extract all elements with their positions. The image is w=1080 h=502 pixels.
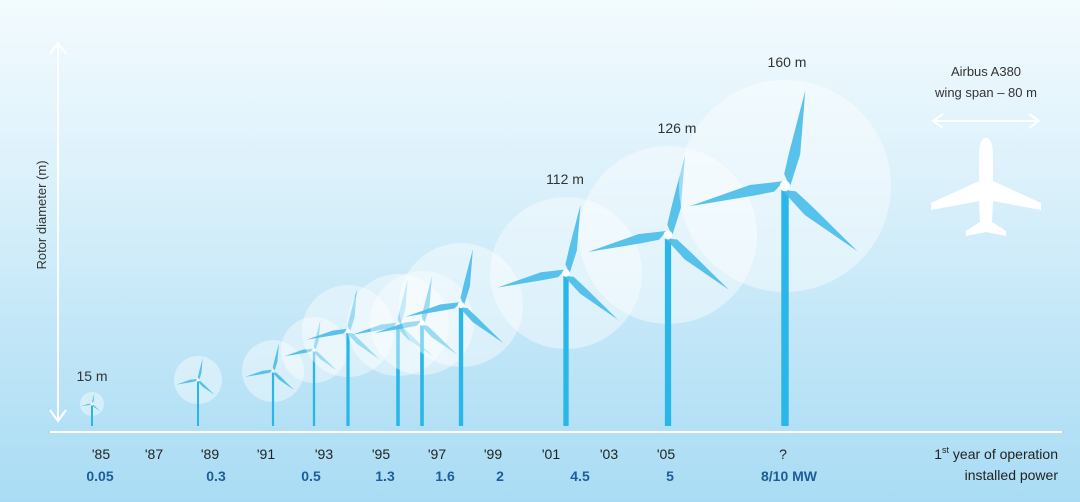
blade (176, 378, 198, 385)
tower (197, 380, 199, 426)
blade (245, 369, 273, 377)
hub (345, 328, 351, 334)
hub (779, 180, 791, 192)
blade (781, 189, 858, 252)
year-label: '05 (657, 446, 675, 462)
tower (664, 235, 672, 426)
power-label: 5 (666, 468, 674, 484)
blade (91, 404, 101, 412)
tower (458, 305, 464, 426)
hub (90, 402, 94, 406)
power-label: 0.05 (86, 468, 113, 484)
hub (663, 230, 673, 240)
blade (667, 154, 686, 236)
size-label-112m: 112 m (546, 171, 584, 187)
year-label: '99 (484, 446, 502, 462)
blade (784, 90, 806, 188)
blade (375, 320, 422, 333)
double-arrow-icon (931, 113, 1041, 129)
blade (460, 249, 473, 306)
turbine-5 (302, 285, 394, 426)
year-label: '01 (542, 446, 560, 462)
blade (197, 380, 215, 395)
hub (271, 369, 275, 373)
blade (689, 181, 784, 207)
hub (312, 348, 316, 352)
size-label-160m: 160 m (768, 54, 807, 70)
blade (565, 204, 581, 274)
tower (346, 331, 350, 426)
y-axis (49, 41, 67, 423)
hub (562, 269, 570, 277)
tower (271, 371, 275, 426)
power-axis-label: installed power (965, 467, 1059, 483)
blade (346, 332, 380, 360)
blade (81, 403, 92, 407)
power-label: 1.6 (435, 468, 455, 484)
power-label: 2 (496, 468, 504, 484)
year-label: '03 (600, 446, 618, 462)
blade (197, 358, 203, 381)
power-label: 8/10 MW (761, 468, 818, 484)
blade (397, 279, 408, 326)
turbine-10 (579, 146, 757, 426)
blade (272, 343, 279, 372)
year-label: '97 (428, 446, 446, 462)
tower (563, 273, 569, 426)
comparison-subtitle: wing span – 80 m (934, 85, 1037, 100)
hub (419, 320, 425, 326)
year-label: '87 (145, 446, 163, 462)
blade (272, 372, 295, 391)
size-label-126m: 126 m (658, 120, 697, 136)
size-label-15m: 15 m (76, 368, 107, 384)
airplane-icon (931, 138, 1041, 236)
blade (587, 230, 668, 253)
tower (781, 186, 789, 426)
blade (347, 289, 357, 332)
turbine-2 (174, 356, 222, 426)
blade (306, 328, 348, 340)
tower (312, 350, 316, 426)
year-axis-label: 1st year of operation (934, 445, 1058, 462)
year-label: '85 (92, 446, 110, 462)
hub (196, 378, 200, 382)
turbines (80, 80, 891, 426)
year-label: '95 (372, 446, 390, 462)
blade (313, 320, 321, 351)
blade (563, 275, 618, 320)
power-labels: 0.05 0.3 0.5 1.3 1.6 2 4.5 5 8/10 MW (86, 468, 817, 484)
year-label: '91 (257, 446, 275, 462)
blade (312, 351, 337, 371)
turbine-9 (490, 197, 642, 426)
hub (457, 301, 465, 309)
y-axis-label: Rotor diameter (m) (34, 160, 49, 269)
power-label: 0.5 (301, 468, 321, 484)
tower (396, 325, 400, 426)
year-label: '89 (201, 446, 219, 462)
blade (420, 324, 458, 356)
comparison-title: Airbus A380 (951, 64, 1021, 79)
blade (459, 307, 504, 344)
power-label: 0.3 (206, 468, 226, 484)
blade (665, 238, 729, 290)
year-label: ? (779, 446, 787, 462)
power-label: 4.5 (570, 468, 590, 484)
tower (420, 323, 424, 426)
blade (352, 322, 398, 335)
turbine-1 (80, 392, 104, 426)
blade (405, 302, 461, 317)
blade (497, 269, 566, 288)
tower (91, 404, 93, 426)
turbine-8 (399, 243, 523, 426)
year-labels: '85 '87 '89 '91 '93 '95 '97 '99 '01 '03 '05? (92, 446, 787, 462)
power-label: 1.3 (375, 468, 395, 484)
blade (284, 348, 314, 357)
turbine-11 (679, 80, 891, 426)
year-label: '93 (315, 446, 333, 462)
blade (91, 393, 95, 405)
